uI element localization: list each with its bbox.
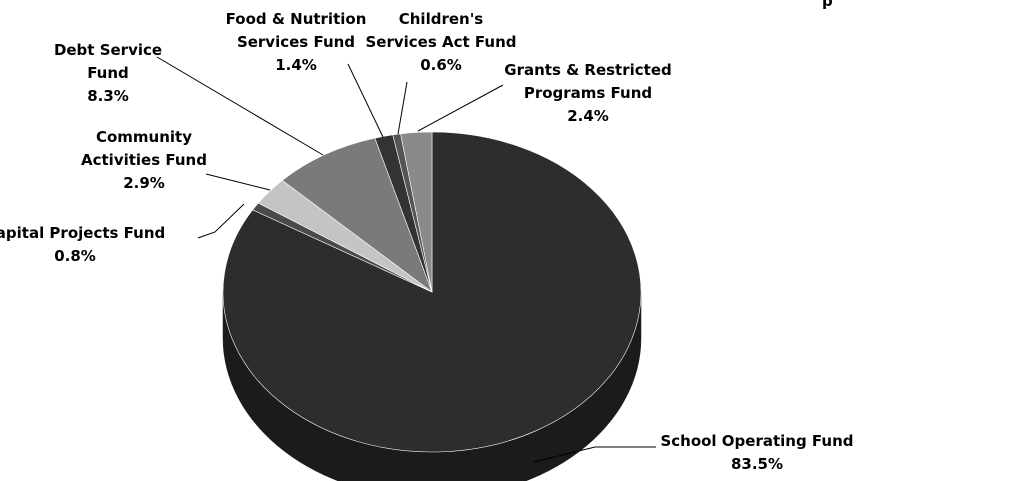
slice-name-label: School Operating Fund (660, 432, 853, 450)
slice-name-label: Fund (87, 64, 129, 82)
slice-name-label: Community (96, 128, 192, 146)
slice-name-label: Grants & Restricted (504, 61, 671, 79)
pie-slice (281, 137, 433, 293)
slice-label: Capital Projects Fund 0.8% (0, 224, 165, 265)
slice-name-label: Services Fund (237, 33, 355, 51)
slice-percent-label: 8.3% (87, 87, 129, 105)
slice-name-label: Debt Service (54, 41, 162, 59)
slice-percent-label: 0.6% (420, 56, 462, 74)
slice-percent-label: 2.9% (123, 174, 165, 192)
leader-line (197, 203, 245, 239)
slice-percent-label: 83.5% (731, 455, 783, 473)
slice-percent-label: 2.4% (567, 107, 609, 125)
slice-label: Grants & Restricted Programs Fund 2.4% (504, 61, 671, 125)
leader-line (397, 81, 408, 135)
leader-line (205, 173, 271, 191)
leader-line (156, 56, 324, 156)
leader-lines-layer (156, 56, 656, 463)
slice-name-label: Programs Fund (524, 84, 652, 102)
slice-name-label: Activities Fund (81, 151, 207, 169)
leader-line (417, 84, 504, 132)
slice-label: Children's Services Act Fund 0.6% (366, 10, 517, 74)
slice-name-label: Capital Projects Fund (0, 224, 165, 242)
slice-percent-label: 1.4% (275, 56, 317, 74)
slice-name-label: Services Act Fund (366, 33, 517, 51)
partial-title-text: p (822, 0, 833, 10)
slice-name-label: Food & Nutrition (226, 10, 367, 28)
slice-percent-label: 0.8% (54, 247, 96, 265)
pie-slices-layer (222, 131, 642, 453)
pie-slice (400, 131, 433, 293)
slice-name-label: Children's (399, 10, 484, 28)
slice-labels-layer: School Operating Fund 83.5% Capital Projec… (0, 10, 854, 473)
leader-line (533, 446, 656, 463)
slice-label: Debt Service Fund 8.3% (54, 41, 162, 105)
leader-line (347, 63, 384, 138)
slice-label: School Operating Fund 83.5% (660, 432, 853, 473)
slice-label: Community Activities Fund 2.9% (81, 128, 207, 192)
slice-label: Food & Nutrition Services Fund 1.4% (226, 10, 367, 74)
